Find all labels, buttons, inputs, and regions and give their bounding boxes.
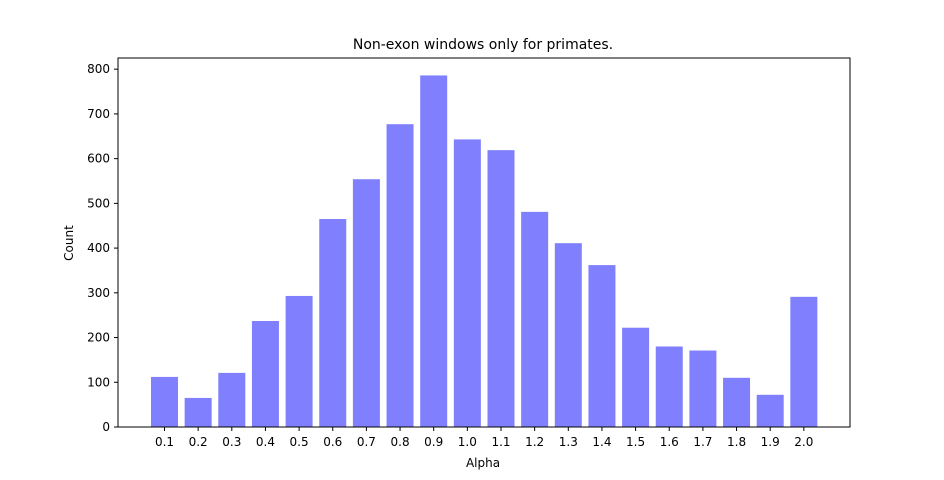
x-tick-label: 2.0 [794, 435, 813, 449]
y-tick-label: 800 [87, 62, 110, 76]
x-axis-label: Alpha [466, 456, 500, 470]
bar-0.6 [319, 219, 347, 427]
bar-0.4 [251, 321, 279, 427]
x-tick-label: 1.0 [458, 435, 477, 449]
x-tick-label: 0.9 [424, 435, 443, 449]
bar-1.8 [723, 377, 751, 427]
x-tick-label: 1.1 [491, 435, 510, 449]
bar-0.2 [184, 397, 212, 427]
x-tick-label: 0.5 [290, 435, 309, 449]
bar-1.1 [487, 150, 515, 427]
x-tick-label: 1.7 [693, 435, 712, 449]
y-tick-label: 200 [87, 331, 110, 345]
y-tick-label: 300 [87, 286, 110, 300]
x-tick-label: 0.2 [189, 435, 208, 449]
bar-1.7 [689, 350, 717, 427]
bar-2.0 [790, 296, 818, 427]
y-tick-label: 100 [87, 375, 110, 389]
bar-1.4 [588, 265, 616, 427]
bars-group [151, 75, 818, 427]
y-tick-label: 700 [87, 107, 110, 121]
bar-0.1 [151, 376, 178, 427]
x-tick-label: 0.1 [155, 435, 174, 449]
bar-0.5 [285, 295, 313, 427]
bar-1.2 [521, 211, 549, 427]
x-tick-label: 0.8 [391, 435, 410, 449]
y-tick-label: 500 [87, 196, 110, 210]
x-tick-label: 1.5 [626, 435, 645, 449]
y-tick-label: 0 [102, 420, 110, 434]
x-tick-label: 0.7 [357, 435, 376, 449]
x-tick-label: 1.8 [727, 435, 746, 449]
x-tick-label: 1.6 [660, 435, 679, 449]
y-tick-label: 400 [87, 241, 110, 255]
x-axis: 0.1 0.2 0.3 0.4 0.5 0.6 0.7 0.8 0.9 1.0 1.1 1.2 1.3 1… [155, 427, 813, 449]
bar-1.9 [756, 394, 784, 427]
x-tick-label: 0.4 [256, 435, 275, 449]
x-tick-label: 0.3 [222, 435, 241, 449]
y-axis: 0 100 200 300 400 500 600 700 800 [87, 62, 118, 434]
x-tick-label: 1.2 [525, 435, 544, 449]
chart-title: Non-exon windows only for primates. [353, 37, 613, 53]
bar-0.3 [218, 372, 246, 427]
y-tick-label: 600 [87, 152, 110, 166]
x-tick-label: 1.4 [592, 435, 611, 449]
x-tick-label: 1.9 [761, 435, 780, 449]
bar-0.8 [386, 124, 414, 427]
bar-1.3 [554, 243, 582, 427]
x-tick-label: 1.3 [559, 435, 578, 449]
x-tick-label: 0.6 [323, 435, 342, 449]
y-axis-label: Count [62, 225, 76, 261]
bar-1.5 [622, 327, 650, 427]
plot-frame [117, 57, 851, 428]
bar-1.6 [655, 346, 683, 427]
bar-0.7 [352, 179, 380, 427]
bar-1.0 [453, 139, 481, 427]
bar-0.9 [420, 75, 448, 427]
